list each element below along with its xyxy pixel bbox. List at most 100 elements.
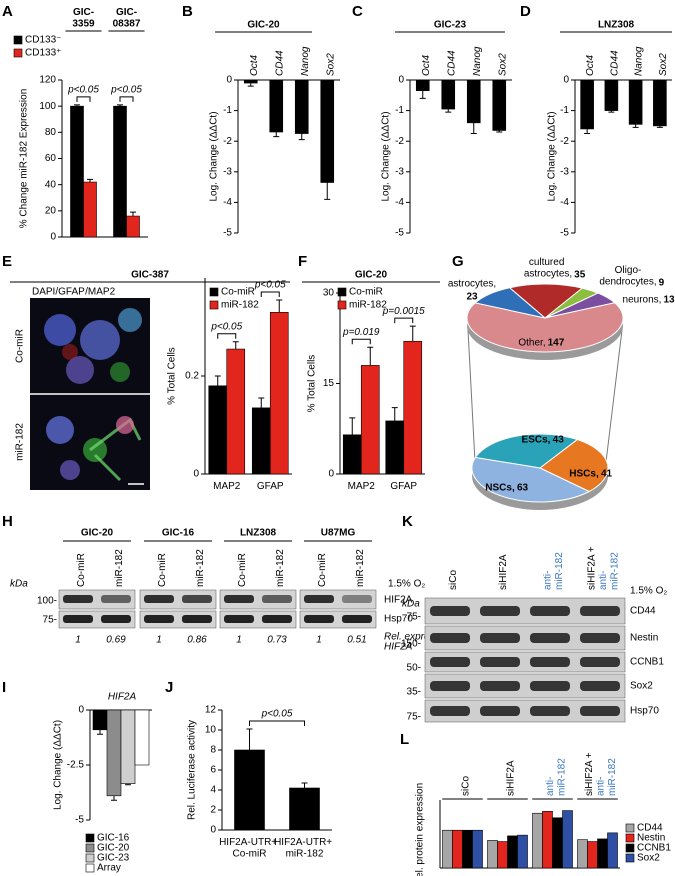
lane-label: miR-182: [195, 549, 206, 587]
pie-slice: [474, 433, 579, 469]
rel-value: 0.86: [187, 635, 207, 646]
p-value: p<0.05: [210, 321, 242, 332]
band: [480, 706, 520, 716]
error-bar: [246, 728, 253, 750]
lane-label: anti-miR-182: [542, 552, 565, 590]
legend-label: CD133⁺: [25, 48, 61, 59]
y-tick-label: 0: [78, 705, 84, 716]
bar: [70, 105, 84, 238]
blot-strip: [299, 589, 377, 610]
bar: [442, 829, 453, 869]
category-label: CD44: [274, 50, 285, 76]
y-tick-label: 0: [50, 232, 56, 243]
category-label: siHIF2A + anti-miR-182: [584, 750, 618, 796]
y-tick-label: 0: [226, 75, 232, 86]
panel-title: GIC-387: [131, 270, 169, 281]
error-bar: [125, 783, 131, 786]
slice-value: 13: [663, 295, 675, 306]
category-label: Sox2: [658, 53, 669, 76]
protein-label: Nestin: [630, 633, 658, 644]
marker-label: 150-: [401, 639, 421, 650]
band: [580, 657, 620, 667]
panel-letter: A: [2, 3, 13, 20]
band: [580, 681, 620, 691]
pie-slice: [474, 287, 546, 319]
marker-label: 75-: [43, 615, 57, 626]
loading-band: [101, 615, 131, 623]
legend-swatch: [85, 863, 95, 873]
slice-label: ESCs,: [522, 435, 551, 446]
lane-label: siHIF2A: [498, 554, 509, 590]
legend-label: Array: [97, 863, 121, 874]
lane-label: Co-miR: [157, 553, 168, 587]
legend-label: Sox2: [637, 853, 660, 864]
band: [182, 595, 212, 603]
bar: [234, 749, 265, 831]
slice-value: 9: [659, 277, 665, 288]
legend-swatch: [209, 300, 219, 310]
protein-label: Sox2: [630, 681, 653, 692]
bar: [126, 215, 140, 238]
y-tick-label: 80: [45, 127, 57, 138]
bar: [120, 709, 136, 784]
band: [304, 595, 334, 603]
legend-label: GIC-20: [97, 843, 130, 854]
error-bar: [111, 795, 117, 801]
y-tick-label: 0: [193, 469, 199, 480]
band: [480, 657, 520, 667]
rel-value: 1: [156, 635, 162, 646]
stain-label: /GFAP: [55, 287, 85, 298]
p-value: p<0.05: [67, 84, 99, 95]
loading-band: [342, 615, 372, 623]
bar: [92, 709, 108, 731]
band: [144, 595, 174, 603]
y-tick-label: -5: [223, 228, 232, 239]
band: [530, 606, 570, 616]
p-value: p<0.05: [261, 709, 293, 720]
legend-label: Nestin: [637, 833, 665, 844]
error-bar: [324, 182, 331, 200]
lane-label: siHIF2A + anti-miR-182: [586, 544, 620, 590]
loading-band: [144, 615, 174, 623]
y-tick-label: -3: [395, 166, 404, 177]
group-label: GIC-3359: [72, 7, 95, 30]
lane-label: miR-182: [114, 549, 125, 587]
error-bar: [258, 397, 265, 408]
bar: [487, 840, 498, 869]
error-bar: [97, 729, 103, 735]
bar: [552, 817, 563, 869]
panel-title: GIC-20: [247, 20, 280, 31]
significance-bracket: [249, 720, 305, 726]
legend-swatch: [625, 853, 635, 863]
y-axis-label: % Change miR-182 Expression: [19, 89, 30, 229]
slice-value: 23: [466, 292, 478, 303]
error-bar: [349, 417, 356, 435]
significance-bracket: [119, 96, 134, 102]
significance-bracket: [217, 333, 237, 339]
category-label: siHIF2A: [505, 760, 516, 796]
lane-label: Co-miR: [317, 553, 328, 587]
bar: [441, 79, 456, 110]
legend-swatch: [625, 833, 635, 843]
significance-bracket: [394, 317, 414, 324]
bar: [604, 79, 619, 111]
panel-letter: H: [2, 513, 13, 530]
y-tick-label: 8: [210, 745, 216, 756]
error-bar: [419, 90, 426, 99]
blot-strip: [424, 699, 626, 723]
error-bar: [214, 375, 221, 386]
rel-value: 0.69: [106, 635, 126, 646]
slice-label: Other,: [518, 338, 545, 349]
bar: [134, 709, 150, 766]
legend-label: CD44: [637, 823, 663, 834]
y-tick-label: 30: [323, 288, 335, 299]
bar: [269, 311, 289, 475]
y-tick-label: -4: [560, 197, 569, 208]
y-tick-label: 12: [205, 705, 217, 716]
error-bar: [445, 109, 452, 113]
y-tick-label: 0.2: [185, 371, 199, 382]
loading-band: [304, 615, 334, 623]
bar: [653, 79, 667, 127]
y-tick-label: -1: [560, 105, 569, 116]
legend-swatch: [85, 833, 95, 843]
